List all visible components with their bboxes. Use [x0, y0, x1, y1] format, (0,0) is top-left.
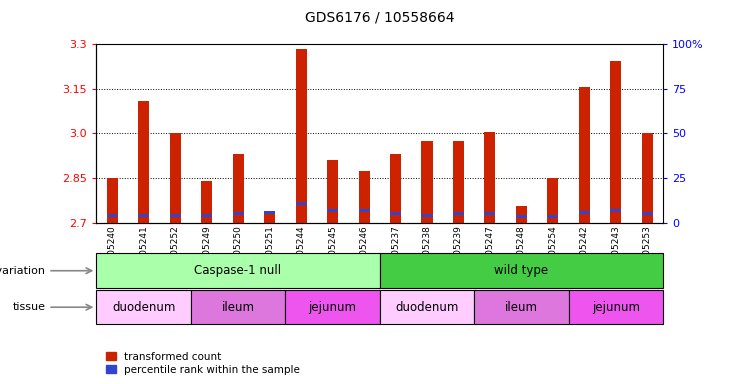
Text: ileum: ileum [505, 301, 538, 314]
Bar [548, 178, 559, 223]
Bar [327, 160, 338, 223]
Bar [327, 209, 338, 212]
Text: Caspase-1 null: Caspase-1 null [194, 264, 282, 277]
Bar [96, 253, 379, 288]
Legend: transformed count, percentile rank within the sample: transformed count, percentile rank withi… [102, 348, 305, 379]
Text: wild type: wild type [494, 264, 548, 277]
Bar [201, 214, 212, 217]
Bar [107, 178, 118, 223]
Bar [390, 154, 401, 223]
Bar [138, 214, 149, 217]
Bar [611, 61, 622, 223]
Bar [296, 202, 307, 205]
Bar [474, 290, 569, 324]
Bar [548, 215, 559, 218]
Bar [516, 206, 527, 223]
Text: ileum: ileum [222, 301, 255, 314]
Bar [285, 290, 379, 324]
Bar [138, 101, 149, 223]
Bar [485, 132, 496, 223]
Bar [107, 214, 118, 217]
Bar [516, 215, 527, 218]
Bar [579, 211, 590, 214]
Bar [390, 212, 401, 215]
Text: jejunum: jejunum [308, 301, 356, 314]
Bar [264, 214, 275, 223]
Bar [569, 290, 663, 324]
Text: GDS6176 / 10558664: GDS6176 / 10558664 [305, 11, 454, 25]
Bar [379, 253, 663, 288]
Bar [233, 154, 244, 223]
Bar [359, 209, 370, 212]
Text: jejunum: jejunum [592, 301, 640, 314]
Bar [642, 212, 653, 215]
Bar [579, 87, 590, 223]
Bar [201, 181, 212, 223]
Bar [422, 141, 433, 223]
Bar [96, 290, 191, 324]
Bar [264, 211, 275, 214]
Text: duodenum: duodenum [112, 301, 176, 314]
Bar [485, 212, 496, 215]
Bar [453, 212, 464, 215]
Text: genotype/variation: genotype/variation [0, 266, 45, 276]
Bar [296, 49, 307, 223]
Text: tissue: tissue [13, 302, 45, 312]
Bar [611, 209, 622, 212]
Bar [170, 214, 181, 217]
Bar [233, 212, 244, 215]
Bar [170, 133, 181, 223]
Bar [642, 133, 653, 223]
Bar [379, 290, 474, 324]
Bar [359, 170, 370, 223]
Bar [453, 141, 464, 223]
Text: duodenum: duodenum [395, 301, 459, 314]
Bar [422, 214, 433, 217]
Bar [191, 290, 285, 324]
